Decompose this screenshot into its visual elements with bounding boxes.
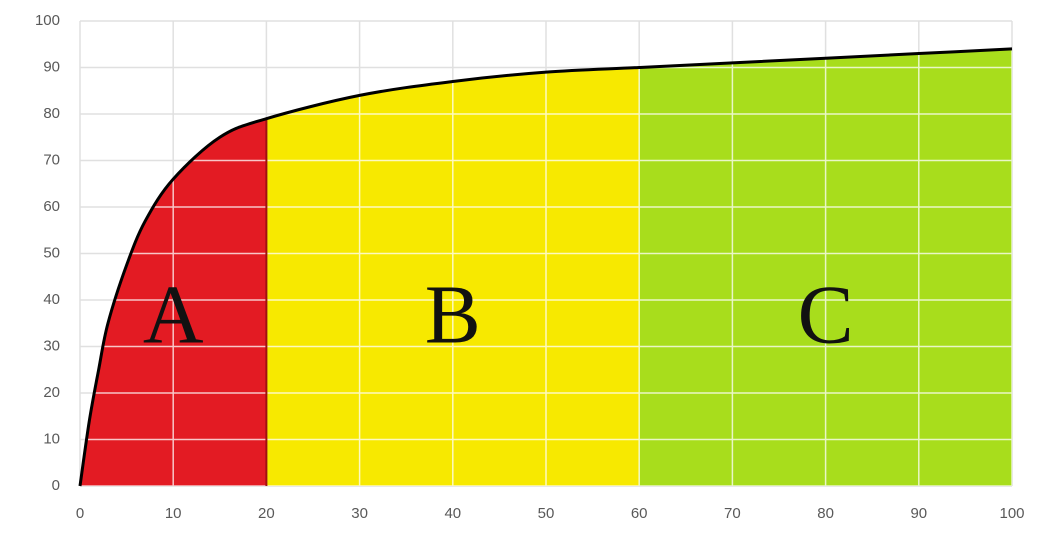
x-tick-label: 10 [165,505,182,522]
x-tick-label: 30 [351,505,368,522]
curve [78,47,1013,487]
x-tick-label: 60 [631,505,648,522]
y-tick-label: 70 [43,151,60,168]
y-tick-label: 20 [43,384,60,401]
region-label: C [798,269,854,362]
x-tick-label: 90 [910,505,927,522]
y-tick-label: 10 [43,430,60,447]
y-tick-label: 50 [43,244,60,261]
y-tick-label: 0 [52,477,60,494]
y-tick-label: 90 [43,58,60,75]
y-tick-label: 60 [43,198,60,215]
y-tick-label: 30 [43,337,60,354]
x-tick-label: 0 [76,505,84,522]
x-tick-label: 40 [444,505,461,522]
region-label: A [143,269,204,362]
x-tick-label: 100 [999,505,1024,522]
y-tick-label: 40 [43,291,60,308]
x-tick-label: 70 [724,505,741,522]
y-tick-label: 80 [43,105,60,122]
x-tick-label: 20 [258,505,275,522]
x-tick-label: 50 [538,505,555,522]
region-label: B [425,269,481,362]
y-tick-label: 100 [35,12,60,29]
x-tick-label: 80 [817,505,834,522]
